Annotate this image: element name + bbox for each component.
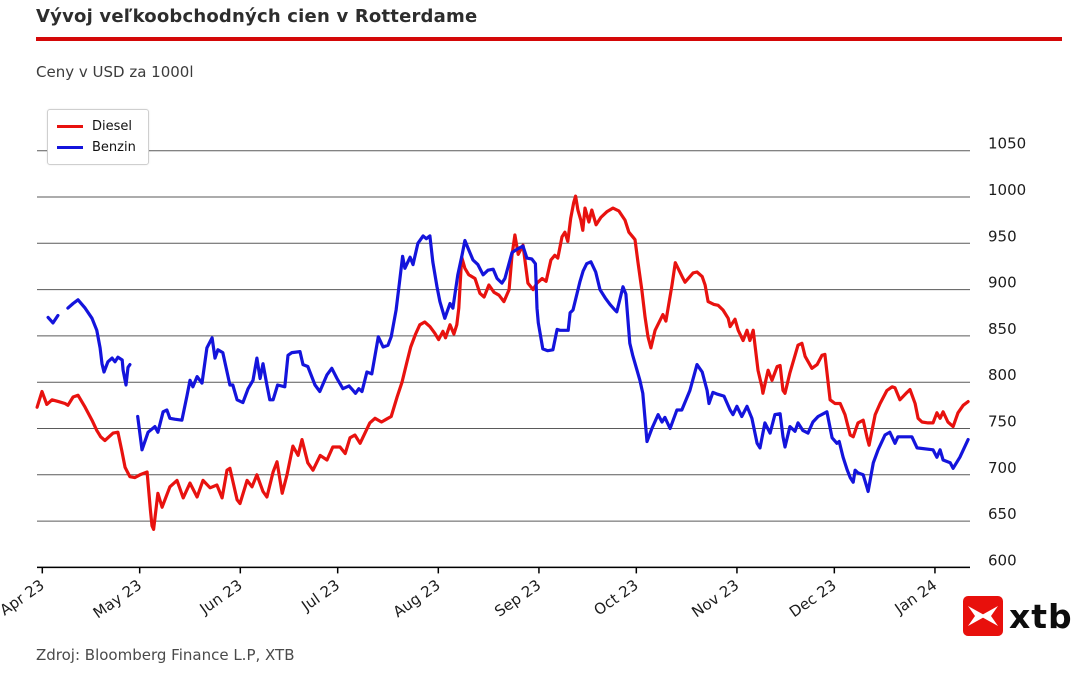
xtb-logo-text: xtb	[1009, 596, 1073, 636]
y-tick-label-600: 600	[988, 551, 1017, 569]
x-tick-label-Jan 24: Jan 24	[891, 576, 941, 618]
legend-item-benzin: Benzin	[57, 137, 136, 158]
x-tick-label-Oct 23: Oct 23	[590, 576, 641, 619]
legend-label-diesel: Diesel	[92, 119, 133, 134]
x-tick-label-Apr 23: Apr 23	[0, 576, 48, 619]
x-tick-label-Aug 23: Aug 23	[390, 576, 444, 621]
y-tick-label-1050: 1050	[988, 135, 1026, 153]
y-tick-label-950: 950	[988, 227, 1017, 245]
x-tick-label-Jul 23: Jul 23	[297, 576, 343, 615]
y-tick-label-900: 900	[988, 274, 1017, 292]
xtb-logo: xtb	[963, 596, 1073, 636]
x-tick-label-Dec 23: Dec 23	[786, 576, 840, 621]
x-tick-label-Nov 23: Nov 23	[688, 576, 742, 621]
y-tick-label-1000: 1000	[988, 181, 1026, 199]
x-tick-label-Sep 23: Sep 23	[491, 576, 544, 621]
legend-label-benzin: Benzin	[92, 140, 136, 155]
source-note: Zdroj: Bloomberg Finance L.P, XTB	[36, 646, 295, 664]
y-tick-label-800: 800	[988, 366, 1017, 384]
diesel-line-swatch-icon	[57, 125, 83, 128]
series-line-benzin-seg1	[46, 313, 60, 325]
title-underline-rule	[36, 37, 1062, 41]
series-line-benzin-seg2	[66, 298, 132, 387]
chart-legend: Diesel Benzin	[47, 109, 149, 165]
series-line-benzin-seg3	[136, 234, 970, 494]
y-tick-label-750: 750	[988, 413, 1017, 431]
x-tick-label-Jun 23: Jun 23	[196, 576, 246, 618]
y-tick-label-650: 650	[988, 505, 1017, 523]
x-tick-label-May 23: May 23	[90, 576, 145, 622]
page-title: Vývoj veľkoobchodných cien v Rotterdame	[36, 6, 478, 27]
xtb-logo-mark-icon	[963, 596, 1003, 636]
chart-subtitle: Ceny v USD za 1000l	[36, 63, 194, 81]
series-line-diesel	[35, 194, 970, 532]
y-tick-label-850: 850	[988, 320, 1017, 338]
benzin-line-swatch-icon	[57, 146, 83, 149]
legend-item-diesel: Diesel	[57, 116, 136, 137]
y-tick-label-700: 700	[988, 459, 1017, 477]
